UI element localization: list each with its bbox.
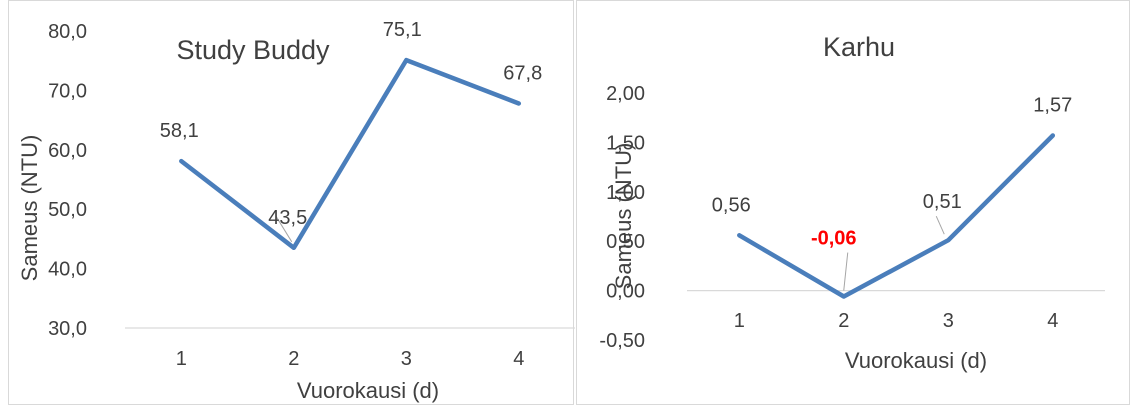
y-tick-label: 70,0 [48, 80, 87, 102]
data-label: 1,57 [1033, 94, 1072, 116]
x-axis-title: Vuorokausi (d) [297, 378, 439, 403]
chart-karhu: Karhu Vuorokausi (d) Sameus (NTU) -0,50 0… [576, 0, 1130, 405]
y-tick-label: 50,0 [48, 199, 87, 221]
data-label: 75,1 [383, 19, 422, 41]
chart-study-buddy: Study Buddy Vuorokausi (d) Sameus (NTU) … [8, 0, 575, 405]
data-label: 58,1 [160, 120, 199, 142]
y-tick-label: 0,00 [606, 281, 645, 303]
x-tick-label: 4 [513, 348, 524, 370]
series-line [179, 57, 522, 251]
leader-line [843, 252, 849, 291]
x-tick-label: 2 [838, 310, 849, 332]
x-tick-label: 1 [734, 310, 745, 332]
y-tick-label: -0,50 [599, 330, 645, 352]
y-tick-label: 2,00 [606, 83, 645, 105]
data-label: 43,5 [268, 207, 307, 229]
y-tick-label: 60,0 [48, 140, 87, 162]
y-tick-label: 1,00 [606, 182, 645, 204]
y-tick-label: 1,50 [606, 132, 645, 154]
y-axis-title: Sameus (NTU) [611, 143, 636, 290]
x-tick-label: 4 [1047, 310, 1058, 332]
chart-title: Karhu [823, 32, 895, 62]
x-tick-label: 3 [943, 310, 954, 332]
x-tick-label: 3 [401, 348, 412, 370]
x-tick-label: 1 [176, 348, 187, 370]
y-tick-label: 30,0 [48, 318, 87, 340]
series-line [737, 133, 1056, 299]
leader-line [935, 216, 945, 235]
y-axis-title: Sameus (NTU) [17, 135, 42, 282]
y-tick-label: 40,0 [48, 259, 87, 281]
data-label: 0,51 [923, 191, 962, 213]
data-label: -0,06 [811, 228, 857, 250]
data-label: 67,8 [503, 62, 542, 84]
chart-title: Study Buddy [176, 35, 330, 65]
chart-study-buddy-svg: Study Buddy Vuorokausi (d) Sameus (NTU) … [17, 19, 575, 403]
y-tick-label: 0,50 [606, 231, 645, 253]
x-tick-label: 2 [288, 348, 299, 370]
data-label: 0,56 [712, 194, 751, 216]
chart-karhu-svg: Karhu Vuorokausi (d) Sameus (NTU) -0,50 0… [599, 32, 1105, 373]
y-tick-label: 80,0 [48, 21, 87, 43]
leader-line [275, 215, 293, 243]
x-axis-title: Vuorokausi (d) [845, 348, 987, 373]
